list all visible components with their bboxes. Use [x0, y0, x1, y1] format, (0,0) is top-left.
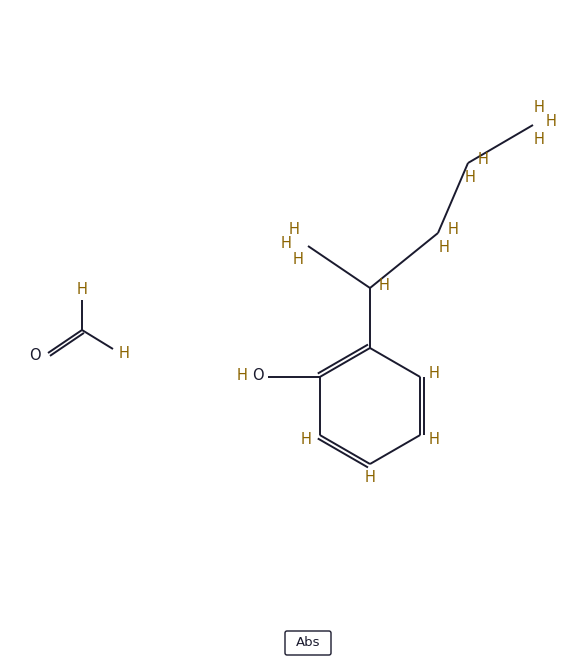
- Text: H: H: [288, 223, 300, 238]
- Text: H: H: [439, 240, 450, 254]
- Text: H: H: [300, 431, 311, 446]
- Text: H: H: [534, 101, 544, 115]
- Text: H: H: [237, 368, 247, 384]
- Text: H: H: [280, 236, 291, 252]
- Text: H: H: [429, 366, 440, 380]
- Text: O: O: [252, 368, 263, 384]
- Text: Abs: Abs: [296, 637, 320, 650]
- Text: H: H: [464, 170, 475, 185]
- Text: H: H: [447, 221, 458, 236]
- Text: H: H: [478, 152, 488, 166]
- Text: H: H: [378, 278, 390, 293]
- Text: H: H: [429, 431, 440, 446]
- Text: H: H: [364, 470, 376, 486]
- FancyBboxPatch shape: [285, 631, 331, 655]
- Text: H: H: [545, 115, 557, 130]
- Text: H: H: [119, 346, 130, 360]
- Text: H: H: [293, 252, 304, 268]
- Text: H: H: [77, 282, 88, 297]
- Text: H: H: [534, 132, 544, 146]
- Text: O: O: [29, 348, 41, 364]
